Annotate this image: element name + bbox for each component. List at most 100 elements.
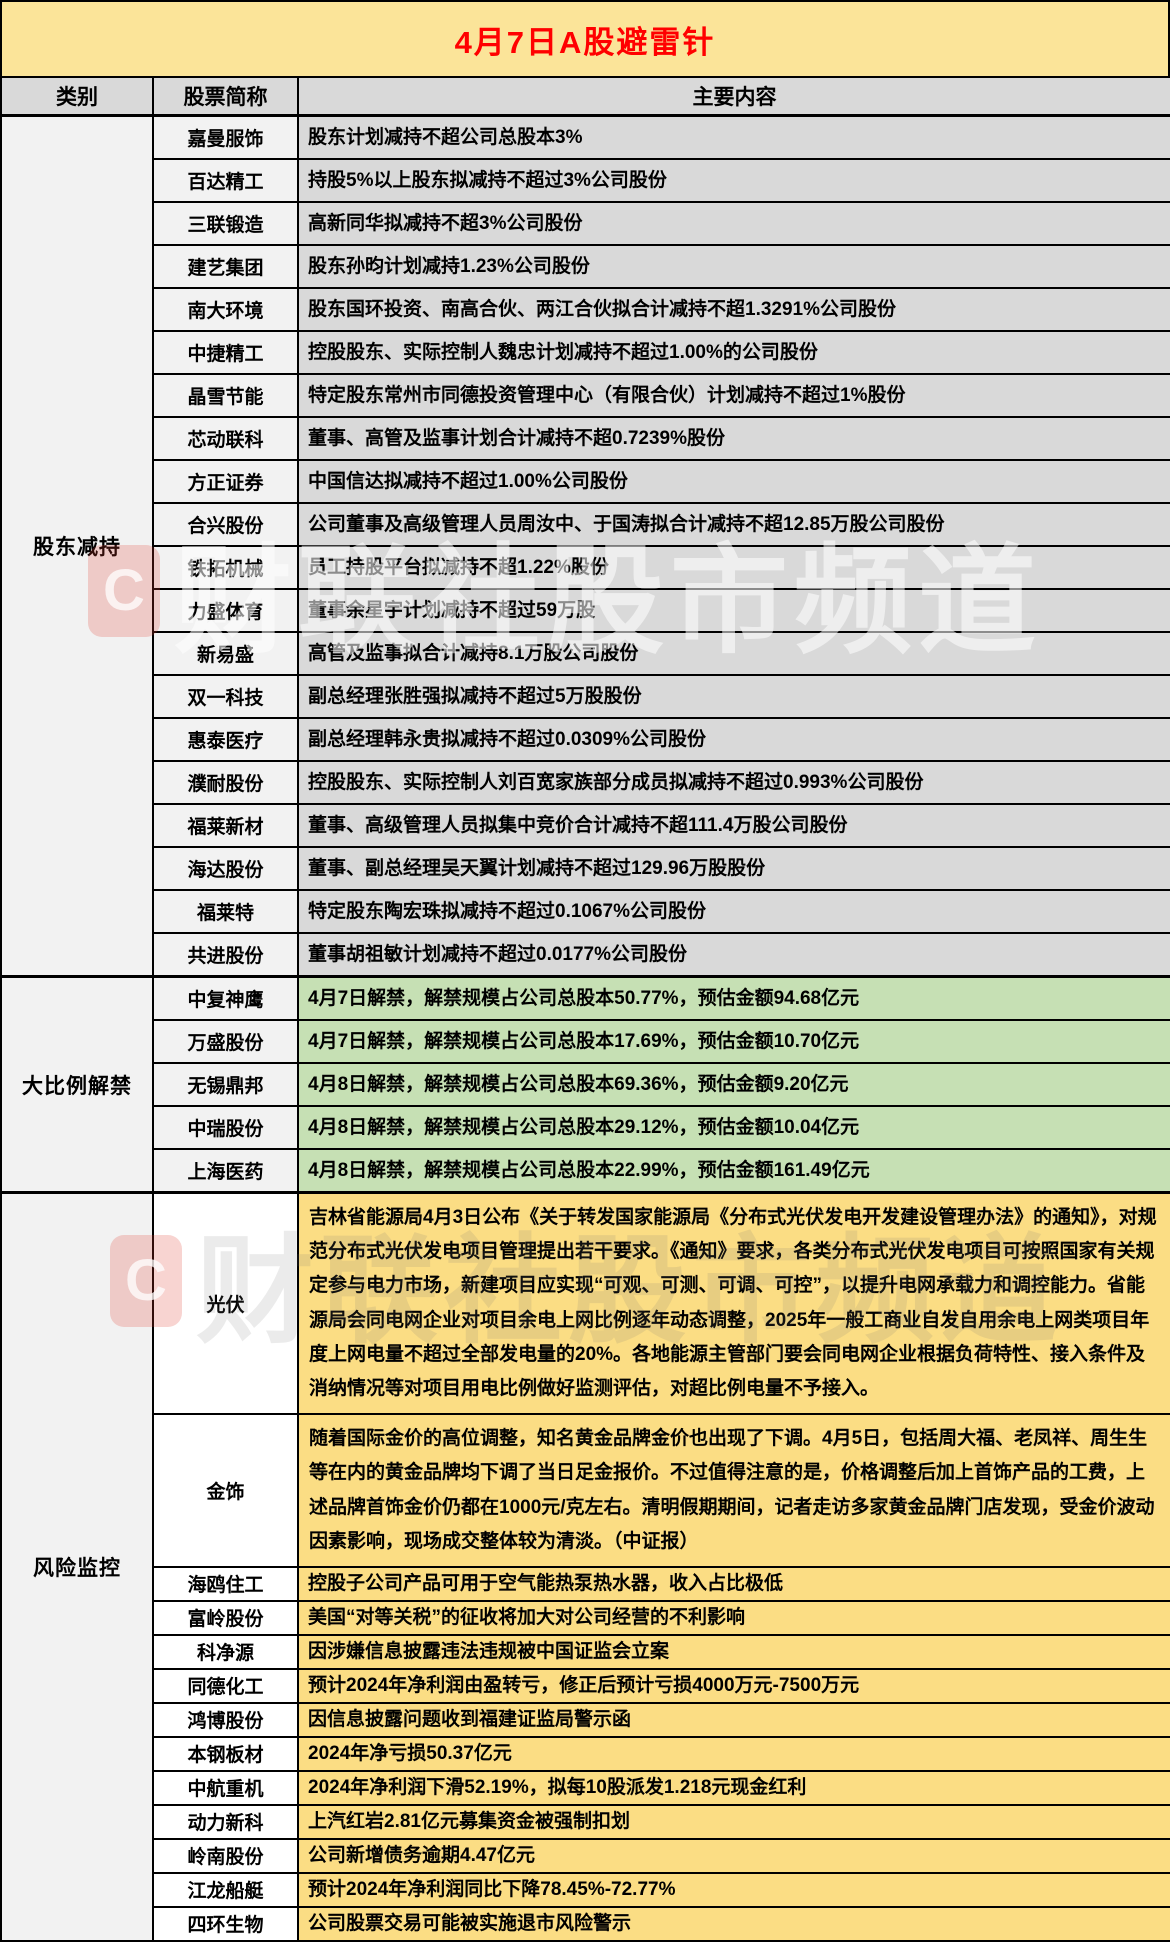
content-cell: 4月8日解禁，解禁规模占公司总股本22.99%，预估金额161.49亿元 (297, 1148, 1170, 1194)
stock-name-cell: 铁拓机械 (152, 545, 299, 590)
content-cell: 持股5%以上股东拟减持不超过3%公司股份 (297, 158, 1170, 203)
stock-name-cell: 芯动联科 (152, 416, 299, 461)
table-row: 岭南股份 公司新增债务逾期4.47亿元 (1, 1837, 1170, 1874)
stock-name-cell: 中捷精工 (152, 330, 299, 375)
table-row: 百达精工 持股5%以上股东拟减持不超过3%公司股份 (1, 158, 1170, 203)
content-cell: 因信息披露问题收到福建证监局警示函 (297, 1701, 1170, 1738)
table-row: 动力新科 上汽红岩2.81亿元募集资金被强制扣划 (1, 1803, 1170, 1840)
stock-name-cell: 惠泰医疗 (152, 717, 299, 762)
table-row: 力盛体育 董事余星宇计划减持不超过59万股 (1, 588, 1170, 633)
stock-name-cell: 江龙船艇 (152, 1871, 299, 1908)
table-row: 中航重机 2024年净利润下滑52.19%，拟每10股派发1.218元现金红利 (1, 1769, 1170, 1806)
stock-name-cell: 共进股份 (152, 932, 299, 978)
content-cell: 上汽红岩2.81亿元募集资金被强制扣划 (297, 1803, 1170, 1840)
content-cell: 特定股东常州市同德投资管理中心（有限合伙）计划减持不超过1%股份 (297, 373, 1170, 418)
stock-name-cell: 福莱特 (152, 889, 299, 934)
content-cell: 公司股票交易可能被实施退市风险警示 (297, 1905, 1170, 1942)
content-cell: 4月7日解禁，解禁规模占公司总股本17.69%，预估金额10.70亿元 (297, 1019, 1170, 1064)
stock-name-cell: 海达股份 (152, 846, 299, 891)
category-cell: 风险监控 (0, 1190, 154, 1942)
content-cell: 特定股东陶宏珠拟减持不超过0.1067%公司股份 (297, 889, 1170, 934)
content-cell: 董事、副总经理吴天翼计划减持不超过129.96万股股份 (297, 846, 1170, 891)
column-header-category: 类别 (0, 76, 154, 117)
content-cell: 股东计划减持不超公司总股本3% (297, 114, 1170, 160)
risk-alert-table: 类别 股票简称 主要内容 股东减持 嘉曼服饰 股东计划减持不超公司总股本3% 百达精工… (0, 76, 1170, 1942)
content-cell: 预计2024年净利润由盈转亏，修正后预计亏损4000万元-7500万元 (297, 1667, 1170, 1704)
table-row: 大比例解禁 中复神鹰 4月7日解禁，解禁规模占公司总股本50.77%，预估金额94.… (0, 975, 1170, 1194)
column-header-content: 主要内容 (297, 76, 1170, 117)
table-row: 新易盛 高管及监事拟合计减持8.1万股公司股份 (1, 631, 1170, 676)
stock-name-cell: 中航重机 (152, 1769, 299, 1806)
content-cell: 公司新增债务逾期4.47亿元 (297, 1837, 1170, 1874)
stock-name-cell: 新易盛 (152, 631, 299, 676)
column-header-stock: 股票简称 (152, 76, 299, 117)
stock-name-cell: 建艺集团 (152, 244, 299, 289)
content-cell: 股东国环投资、南高合伙、两江合伙拟合计减持不超1.3291%公司股份 (297, 287, 1170, 332)
table-row: 双一科技 副总经理张胜强拟减持不超过5万股股份 (1, 674, 1170, 719)
table-row: 万盛股份 4月7日解禁，解禁规模占公司总股本17.69%，预估金额10.70亿元 (1, 1019, 1170, 1064)
content-cell: 随着国际金价的高位调整，知名黄金品牌金价也出现了下调。4月5日，包括周大福、老凤… (297, 1413, 1170, 1568)
stock-name-cell: 四环生物 (152, 1905, 299, 1942)
table-row: 无锡鼎邦 4月8日解禁，解禁规模占公司总股本69.36%，预估金额9.20亿元 (1, 1062, 1170, 1107)
content-cell: 4月7日解禁，解禁规模占公司总股本50.77%，预估金额94.68亿元 (297, 975, 1170, 1021)
category-cell: 大比例解禁 (0, 975, 154, 1194)
stock-name-cell: 嘉曼服饰 (152, 114, 299, 160)
title-banner: 4月7日A股避雷针 (0, 0, 1170, 76)
content-cell: 因涉嫌信息披露违法违规被中国证监会立案 (297, 1633, 1170, 1670)
stock-name-cell: 濮耐股份 (152, 760, 299, 805)
table-row: 上海医药 4月8日解禁，解禁规模占公司总股本22.99%，预估金额161.49亿元 (1, 1148, 1170, 1194)
stock-name-cell: 福莱新材 (152, 803, 299, 848)
stock-name-cell: 百达精工 (152, 158, 299, 203)
stock-name-cell: 三联锻造 (152, 201, 299, 246)
content-cell: 副总经理韩永贵拟减持不超过0.0309%公司股份 (297, 717, 1170, 762)
table-row: 同德化工 预计2024年净利润由盈转亏，修正后预计亏损4000万元-7500万元 (1, 1667, 1170, 1704)
content-cell: 副总经理张胜强拟减持不超过5万股股份 (297, 674, 1170, 719)
table-row: 江龙船艇 预计2024年净利润同比下降78.45%-72.77% (1, 1871, 1170, 1908)
stock-name-cell: 光伏 (152, 1191, 299, 1416)
table-row: 股东减持 嘉曼服饰 股东计划减持不超公司总股本3% (0, 114, 1170, 978)
content-cell: 董事胡祖敏计划减持不超过0.0177%公司股份 (297, 932, 1170, 978)
content-cell: 高新同华拟减持不超3%公司股份 (297, 201, 1170, 246)
stock-name-cell: 同德化工 (152, 1667, 299, 1704)
stock-name-cell: 鸿博股份 (152, 1701, 299, 1738)
table-row: 富岭股份 美国“对等关税”的征收将加大对公司经营的不利影响 (1, 1599, 1170, 1636)
table-row: 中捷精工 控股股东、实际控制人魏忠计划减持不超过1.00%的公司股份 (1, 330, 1170, 375)
table-row: 三联锻造 高新同华拟减持不超3%公司股份 (1, 201, 1170, 246)
stock-name-cell: 无锡鼎邦 (152, 1062, 299, 1107)
stock-name-cell: 双一科技 (152, 674, 299, 719)
stock-name-cell: 动力新科 (152, 1803, 299, 1840)
table-row: 合兴股份 公司董事及高级管理人员周汝中、于国涛拟合计减持不超12.85万股公司股份 (1, 502, 1170, 547)
content-cell: 董事余星宇计划减持不超过59万股 (297, 588, 1170, 633)
table-row: 鸿博股份 因信息披露问题收到福建证监局警示函 (1, 1701, 1170, 1738)
content-cell: 公司董事及高级管理人员周汝中、于国涛拟合计减持不超12.85万股公司股份 (297, 502, 1170, 547)
table-row: 中瑞股份 4月8日解禁，解禁规模占公司总股本29.12%，预估金额10.04亿元 (1, 1105, 1170, 1150)
content-cell: 董事、高级管理人员拟集中竞价合计减持不超111.4万股公司股份 (297, 803, 1170, 848)
table-row: 建艺集团 股东孙昀计划减持1.23%公司股份 (1, 244, 1170, 289)
table-row: 本钢板材 2024年净亏损50.37亿元 (1, 1735, 1170, 1772)
category-cell: 股东减持 (0, 114, 154, 978)
stock-name-cell: 岭南股份 (152, 1837, 299, 1874)
stock-name-cell: 晶雪节能 (152, 373, 299, 418)
table-row: 科净源 因涉嫌信息披露违法违规被中国证监会立案 (1, 1633, 1170, 1670)
table-row: 海达股份 董事、副总经理吴天翼计划减持不超过129.96万股股份 (1, 846, 1170, 891)
table-row: 共进股份 董事胡祖敏计划减持不超过0.0177%公司股份 (1, 932, 1170, 978)
stock-name-cell: 中瑞股份 (152, 1105, 299, 1150)
table-row: 海鸥住工 控股子公司产品可用于空气能热泵热水器，收入占比极低 (1, 1565, 1170, 1602)
content-cell: 美国“对等关税”的征收将加大对公司经营的不利影响 (297, 1599, 1170, 1636)
table-row: 晶雪节能 特定股东常州市同德投资管理中心（有限合伙）计划减持不超过1%股份 (1, 373, 1170, 418)
header-row: 类别 股票简称 主要内容 (0, 76, 1170, 117)
stock-name-cell: 合兴股份 (152, 502, 299, 547)
stock-name-cell: 科净源 (152, 1633, 299, 1670)
stock-name-cell: 海鸥住工 (152, 1565, 299, 1602)
content-cell: 预计2024年净利润同比下降78.45%-72.77% (297, 1871, 1170, 1908)
content-cell: 控股股东、实际控制人刘百宽家族部分成员拟减持不超过0.993%公司股份 (297, 760, 1170, 805)
content-cell: 高管及监事拟合计减持8.1万股公司股份 (297, 631, 1170, 676)
table-row: 惠泰医疗 副总经理韩永贵拟减持不超过0.0309%公司股份 (1, 717, 1170, 762)
content-cell: 股东孙昀计划减持1.23%公司股份 (297, 244, 1170, 289)
table-row: 四环生物 公司股票交易可能被实施退市风险警示 (1, 1905, 1170, 1942)
table-row: 南大环境 股东国环投资、南高合伙、两江合伙拟合计减持不超1.3291%公司股份 (1, 287, 1170, 332)
stock-name-cell: 南大环境 (152, 287, 299, 332)
content-cell: 控股股东、实际控制人魏忠计划减持不超过1.00%的公司股份 (297, 330, 1170, 375)
stock-name-cell: 万盛股份 (152, 1019, 299, 1064)
